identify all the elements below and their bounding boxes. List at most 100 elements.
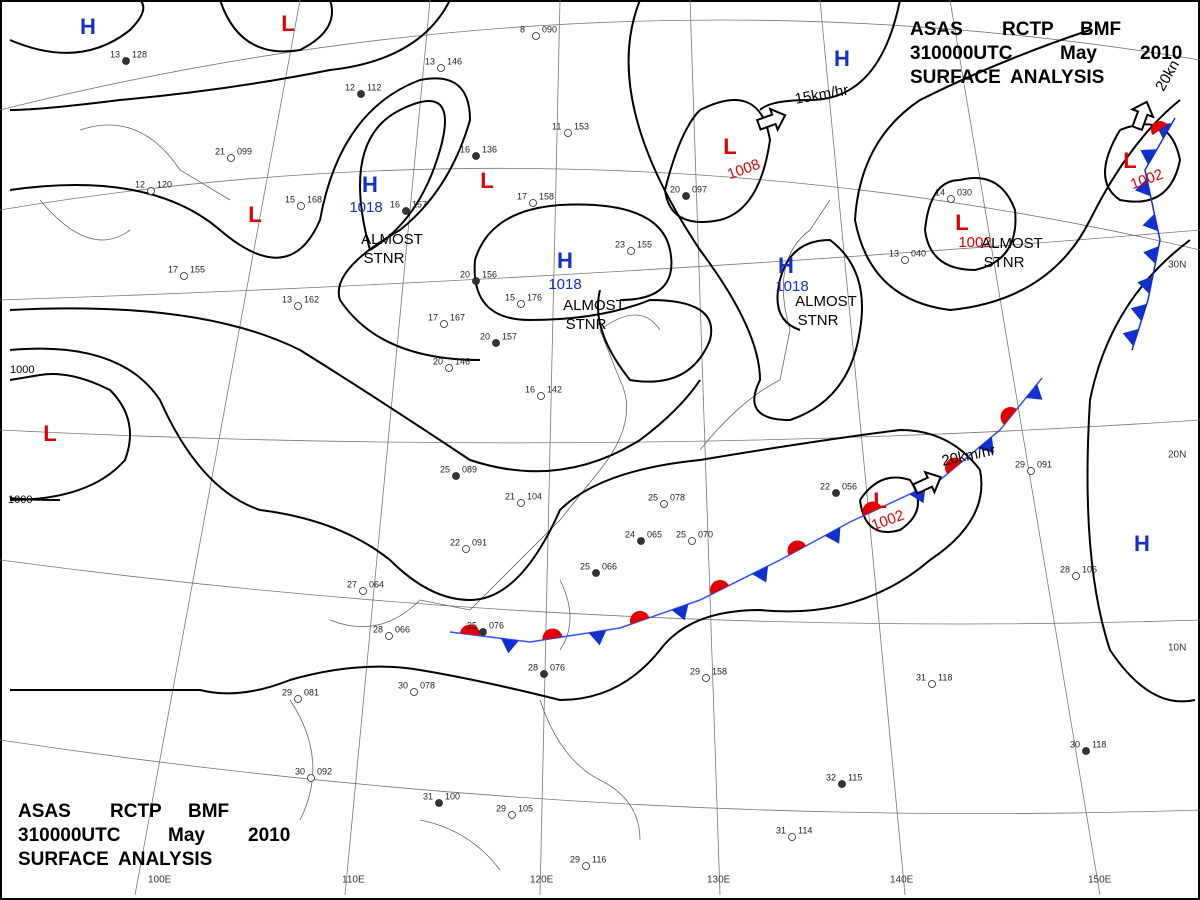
warm-front-symbol <box>787 540 807 556</box>
motion-note: STNR <box>798 312 839 329</box>
central-pressure: 1018 <box>775 278 808 295</box>
station-temperature: 22 <box>820 481 830 491</box>
station-temperature: 25 <box>467 620 477 630</box>
station-temperature: 15 <box>285 194 295 204</box>
motion-note: ALMOST <box>563 297 625 314</box>
station-pressure: 078 <box>420 680 435 690</box>
station-temperature: 21 <box>215 146 225 156</box>
header-text: RCTP <box>1002 19 1054 40</box>
pressure-center-symbol: L <box>1123 148 1136 173</box>
station-circle <box>788 833 796 841</box>
station-pressure: 153 <box>574 121 589 131</box>
pressure-center-symbol: L <box>281 11 294 36</box>
pressure-center-symbol: L <box>873 488 886 513</box>
station-temperature: 28 <box>528 662 538 672</box>
station-circle <box>180 272 188 280</box>
station-pressure: 089 <box>462 464 477 474</box>
cold-front-symbol <box>588 630 607 646</box>
isobar-label: 1000 <box>10 364 34 376</box>
station-pressure: 097 <box>692 184 707 194</box>
motion-arrow <box>1129 100 1155 132</box>
station-pressure: 128 <box>132 49 147 59</box>
station-pressure: 040 <box>911 248 926 258</box>
station-circle <box>452 472 460 480</box>
station-temperature: 29 <box>1015 459 1025 469</box>
station-circle <box>357 90 365 98</box>
station-pressure: 155 <box>190 264 205 274</box>
header-text: May <box>168 825 205 846</box>
latitude-label: 20N <box>1168 450 1186 461</box>
station-pressure: 076 <box>489 620 504 630</box>
station-pressure: 070 <box>698 529 713 539</box>
cold-front-symbol <box>501 638 519 654</box>
pressure-center-symbol: H <box>362 172 378 197</box>
cold-front-symbol <box>1137 276 1153 294</box>
station-circle <box>540 670 548 678</box>
station-circle <box>592 569 600 577</box>
station-temperature: 20 <box>460 269 470 279</box>
station-circle <box>660 500 668 508</box>
station-pressure: 066 <box>395 624 410 634</box>
station-pressure: 106 <box>1082 564 1097 574</box>
station-temperature: 12 <box>345 82 355 92</box>
cold-front-symbol <box>671 604 689 621</box>
station-circle <box>947 195 955 203</box>
latitude-label: 10N <box>1168 643 1186 654</box>
station-circle <box>901 256 909 264</box>
station-pressure: 078 <box>670 492 685 502</box>
cold-front-symbol <box>1122 328 1139 347</box>
station-pressure: 081 <box>304 687 319 697</box>
station-temperature: 20 <box>670 184 680 194</box>
station-temperature: 28 <box>373 624 383 634</box>
header-text: SURFACE <box>910 67 1001 88</box>
pressure-center-symbol: L <box>723 134 736 159</box>
station-temperature: 13 <box>110 49 120 59</box>
pressure-center-symbol: L <box>43 421 56 446</box>
station-pressure: 120 <box>157 179 172 189</box>
station-pressure: 116 <box>592 854 606 864</box>
station-circle <box>688 537 696 545</box>
station-temperature: 20 <box>433 356 443 366</box>
station-temperature: 25 <box>648 492 658 502</box>
station-temperature: 12 <box>135 179 145 189</box>
station-pressure: 158 <box>712 666 727 676</box>
station-pressure: 091 <box>472 537 487 547</box>
station-temperature: 16 <box>460 144 470 154</box>
station-pressure: 064 <box>369 579 384 589</box>
station-pressure: 118 <box>1092 739 1106 749</box>
station-circle <box>227 154 235 162</box>
station-pressure: 146 <box>455 356 470 366</box>
warm-front-symbol <box>542 628 563 641</box>
header-text: 310000UTC <box>18 825 121 846</box>
central-pressure: 1018 <box>349 199 382 216</box>
station-temperature: 13 <box>889 248 899 258</box>
station-temperature: 30 <box>398 680 408 690</box>
station-circle <box>637 537 645 545</box>
station-temperature: 29 <box>690 666 700 676</box>
station-pressure: 065 <box>647 529 662 539</box>
cold-front-symbol <box>1142 213 1159 232</box>
station-pressure: 112 <box>367 82 381 92</box>
header-text: 2010 <box>1140 43 1182 64</box>
station-temperature: 8 <box>520 24 525 34</box>
warm-front-symbol <box>1000 407 1017 425</box>
station-circle <box>517 300 525 308</box>
station-circle <box>508 811 516 819</box>
central-pressure: 1018 <box>548 276 581 293</box>
cold-front-symbol <box>1140 149 1157 165</box>
station-circle <box>294 695 302 703</box>
pressure-center-symbol: H <box>1134 531 1150 556</box>
header-text: ANALYSIS <box>118 849 212 870</box>
pressure-center-symbol: H <box>80 14 96 39</box>
station-pressure: 142 <box>547 384 562 394</box>
station-circle <box>472 152 480 160</box>
warm-front-symbol <box>460 624 480 636</box>
station-circle <box>440 320 448 328</box>
station-pressure: 100 <box>445 791 460 801</box>
station-circle <box>462 545 470 553</box>
pressure-center-symbol: H <box>778 253 794 278</box>
station-temperature: 17 <box>517 191 527 201</box>
station-circle <box>517 499 525 507</box>
pressure-center-symbol: L <box>480 168 493 193</box>
